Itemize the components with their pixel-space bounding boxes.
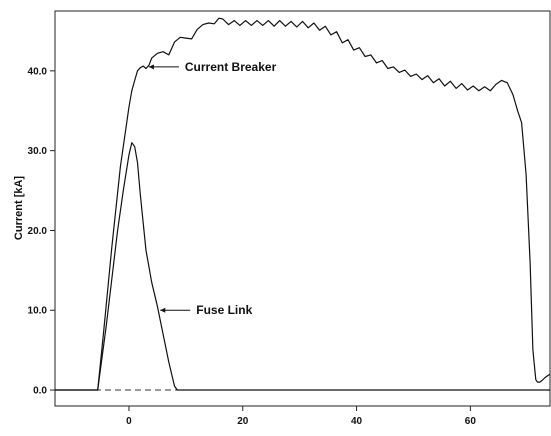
y-tick-label: 20.0 [28,226,48,237]
fuse-link-line [55,143,550,390]
annotation-label: Fuse Link [196,303,252,317]
y-tick-label: 0.0 [33,386,47,397]
y-tick-label: 30.0 [28,146,48,157]
annotation-arrowhead [160,308,165,313]
axis-ticks: 0 20 40 60 0.0 10.0 20.0 30.0 40.0 [28,66,477,427]
x-tick-label: 0 [126,416,132,427]
x-tick-label: 60 [465,416,477,427]
y-tick-label: 10.0 [28,306,48,317]
annotation-arrowhead [149,64,154,69]
annotation-layer: Current Breaker Fuse Link [149,60,277,317]
plot-frame [55,11,550,406]
x-tick-label: 40 [351,416,363,427]
x-tick-label: 20 [237,416,249,427]
y-tick-label: 40.0 [28,66,48,77]
series-layer [55,18,550,390]
current-breaker-line [55,18,550,390]
y-axis-label: Current [kA] [13,176,25,241]
annotation-label: Current Breaker [185,60,277,74]
